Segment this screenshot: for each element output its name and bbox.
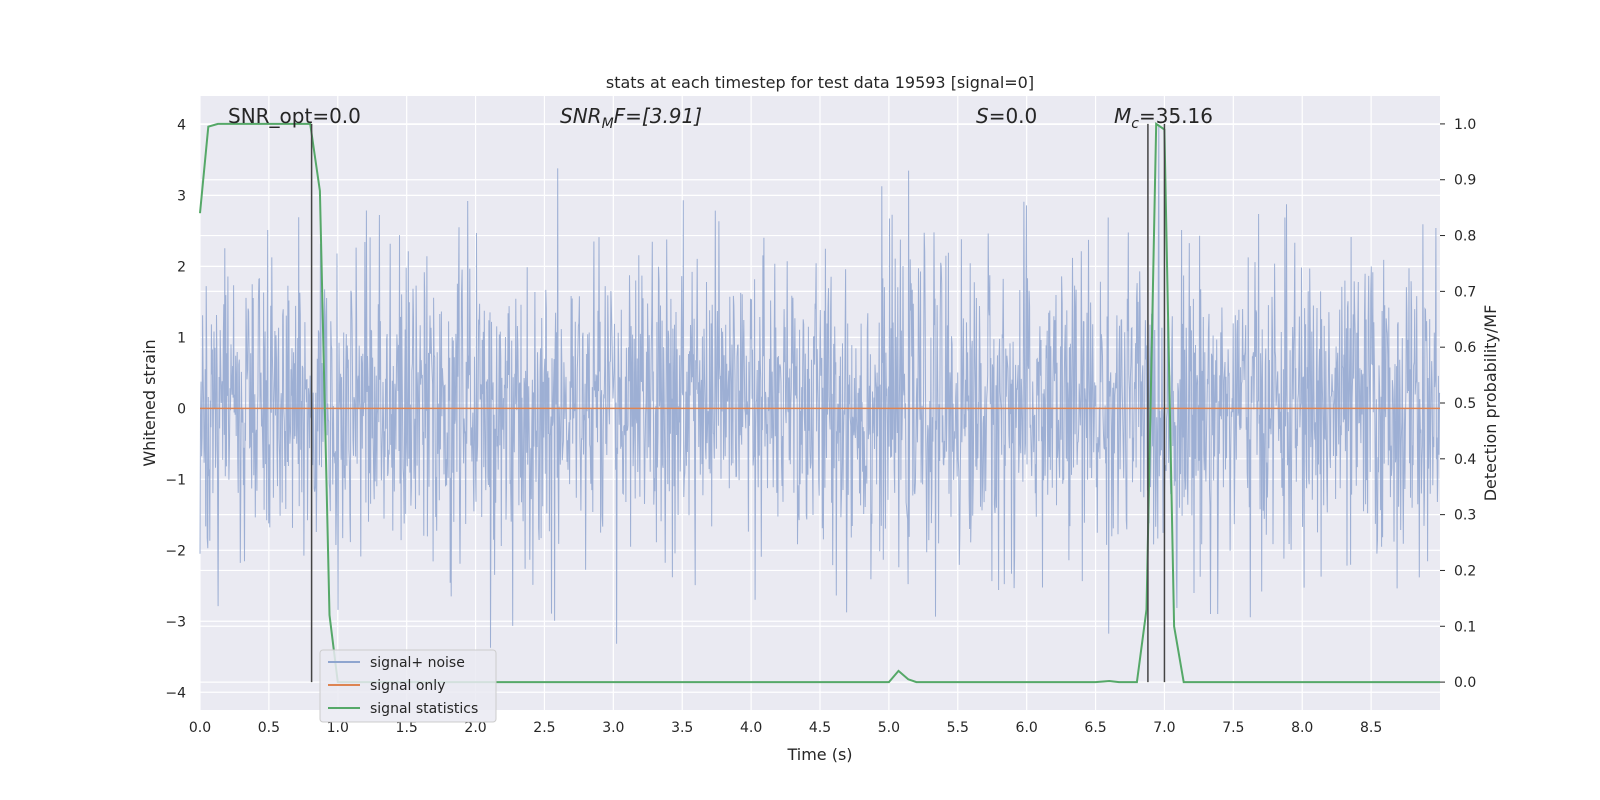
legend-label-signal-statistics: signal statistics	[370, 701, 478, 717]
annotation-snr-mf: SNRMF=[3.91]	[560, 104, 702, 132]
y-tick-label-right: 0.2	[1454, 563, 1476, 579]
x-tick-label: 4.0	[740, 720, 762, 736]
annotation-mc: Mc=35.16	[1114, 104, 1213, 132]
legend-label-signal-only: signal only	[370, 678, 445, 694]
x-tick-label: 0.0	[189, 720, 211, 736]
y-axis-label-right: Detection probability/MF	[1481, 305, 1500, 502]
x-tick-label: 2.5	[533, 720, 555, 736]
y-tick-label-left: 1	[177, 330, 186, 346]
x-tick-label: 3.0	[602, 720, 624, 736]
x-tick-label: 7.0	[1153, 720, 1175, 736]
y-tick-label-left: −4	[165, 685, 186, 701]
y-tick-label-right: 0.6	[1454, 340, 1476, 356]
y-tick-label-left: 2	[177, 259, 186, 275]
x-tick-label: 3.5	[671, 720, 693, 736]
y-tick-label-right: 0.9	[1454, 173, 1476, 189]
x-tick-label: 5.5	[947, 720, 969, 736]
signal-noise-series	[199, 124, 1441, 648]
series-signal-statistics-line	[199, 122, 1440, 684]
x-tick-label: 0.5	[258, 720, 280, 736]
y-axis-label-left: Whitened strain	[140, 339, 159, 466]
x-tick-label: 6.0	[1016, 720, 1038, 736]
x-tick-label: 8.0	[1291, 720, 1313, 736]
annotation-snr-opt: SNR_opt=0.0	[228, 104, 361, 128]
legend: signal+ noise signal only signal statist…	[319, 649, 497, 723]
tick-labels: 0.0 0.5 1.0 1.5 2.0 2.5 3.0 3.5 4.0 4.5 5.0 5.5 6.0 6…	[165, 117, 1476, 736]
y-tick-label-right: 0.7	[1454, 284, 1476, 300]
y-tick-label-left: 3	[177, 188, 186, 204]
vertical-markers	[310, 123, 1166, 683]
series-signal-noise-line	[199, 124, 1441, 648]
x-tick-label: 1.5	[396, 720, 418, 736]
x-tick-label: 1.0	[327, 720, 349, 736]
y-tick-label-left: 4	[177, 117, 186, 133]
y-tick-label-right: 0.4	[1454, 452, 1476, 468]
x-tick-label: 6.5	[1084, 720, 1106, 736]
x-tick-label: 8.5	[1360, 720, 1382, 736]
y-tick-label-right: 0.0	[1454, 675, 1476, 691]
y-tick-label-right: 0.5	[1454, 396, 1476, 412]
y-tick-label-right: 1.0	[1454, 117, 1476, 133]
legend-box	[319, 649, 497, 723]
x-tick-label: 5.0	[878, 720, 900, 736]
x-tick-label: 2.0	[464, 720, 486, 736]
x-tick-label: 7.5	[1222, 720, 1244, 736]
series-lines	[199, 122, 1440, 684]
legend-label-signal-noise: signal+ noise	[370, 655, 465, 671]
y-tick-label-left: 0	[177, 401, 186, 417]
y-tick-label-right: 0.1	[1454, 619, 1476, 635]
y-tick-label-left: −1	[165, 472, 186, 488]
y-tick-label-right: 0.8	[1454, 229, 1476, 245]
y-tick-label-left: −2	[165, 543, 186, 559]
annotation-s: S=0.0	[976, 104, 1037, 128]
y-tick-label-right: 0.3	[1454, 508, 1476, 524]
x-axis-label: Time (s)	[786, 745, 852, 764]
chart-title: stats at each timestep for test data 195…	[606, 73, 1034, 92]
x-tick-label: 4.5	[809, 720, 831, 736]
y-tick-label-left: −3	[165, 614, 186, 630]
